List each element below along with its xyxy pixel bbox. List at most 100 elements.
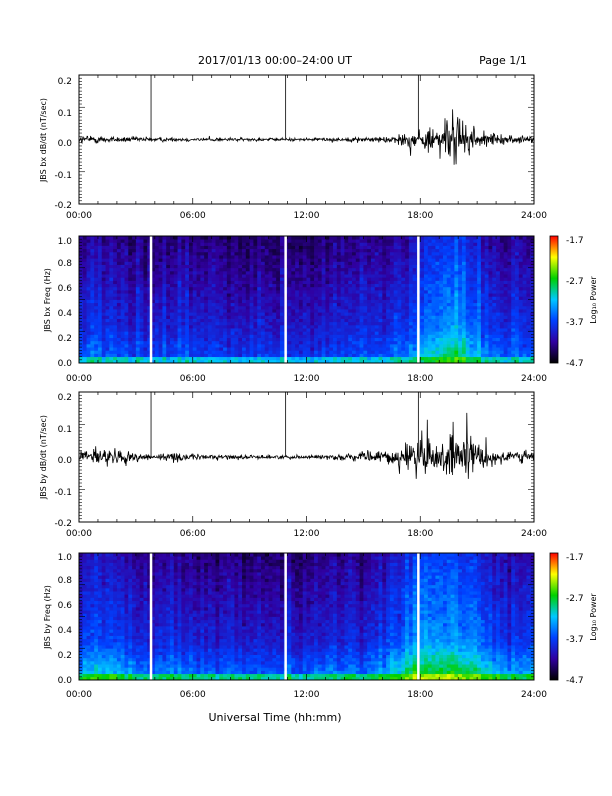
spectrogram-cell [466,271,470,275]
spectrogram-cell [500,249,504,253]
spectrogram-cell [466,300,470,304]
spectrogram-cell [435,334,439,338]
spectrogram-cell [307,306,311,310]
spectrogram-cell [386,331,390,335]
spectrogram-cell [477,296,481,300]
spectrogram-cell [329,296,333,300]
spectrogram-cell [155,274,159,278]
spectrogram-cell [299,277,303,281]
spectrogram-cell [257,239,261,243]
spectrogram-cell [162,280,166,284]
spectrogram-cell [261,268,265,272]
spectrogram-cell [420,236,424,240]
spectrogram-cell [269,284,273,288]
spectrogram-cell [87,353,91,357]
spectrogram-cell [310,338,314,342]
page-number: Page 1/1 [479,54,527,67]
spectrogram-cell [363,280,367,284]
spectrogram-cell [227,328,231,332]
spectrogram-cell [121,274,125,278]
spectrogram-cell [185,315,189,319]
spectrogram-cell [200,350,204,354]
spectrogram-cell [94,255,98,259]
spectrogram-cell [121,357,125,361]
spectrogram-cell [238,357,242,361]
spectrogram-cell [504,261,508,265]
spectrogram-cell [413,328,417,332]
spectrogram-cell [238,347,242,351]
spectrogram-cell [489,274,493,278]
spectrogram-cell [496,300,500,304]
spectrogram-cell [242,328,246,332]
spectrogram-cell [432,280,436,284]
spectrogram-cell [447,331,451,335]
spectrogram-cell [318,242,322,246]
spectrogram-cell [333,268,337,272]
spectrogram-cell [117,293,121,297]
spectrogram-cell [447,265,451,269]
spectrogram-cell [238,274,242,278]
spectrogram-cell [443,293,447,297]
spectrogram-cell [227,268,231,272]
spectrogram-cell [432,268,436,272]
spectrogram-cell [526,334,530,338]
spectrogram-cell [454,258,458,262]
spectrogram-cell [257,347,261,351]
spectrogram-cell [477,265,481,269]
spectrogram-cell [485,309,489,313]
spectrogram-cell [466,277,470,281]
spectrogram-cell [443,252,447,256]
spectrogram-cell [314,334,318,338]
spectrogram-cell [261,328,265,332]
spectrogram-cell [223,350,227,354]
spectrogram-cell [140,322,144,326]
spectrogram-cell [511,331,515,335]
spectrogram-cell [265,338,269,342]
spectrogram-cell [280,249,284,253]
spectrogram-cell [178,287,182,291]
spectrogram-cell [102,300,106,304]
spectrogram-cell [432,347,436,351]
spectrogram-cell [291,277,295,281]
spectrogram-cell [307,341,311,345]
spectrogram-cell [162,303,166,307]
spectrogram-cell [371,306,375,310]
spectrogram-cell [234,300,238,304]
spectrogram-cell [348,242,352,246]
spectrogram-cell [454,265,458,269]
spectrogram-cell [246,341,250,345]
spectrogram-cell [420,293,424,297]
spectrogram-cell [379,306,383,310]
spectrogram-cell [231,309,235,313]
spectrogram-cell [87,338,91,342]
spectrogram-cell [489,252,493,256]
spectrogram-cell [102,236,106,240]
spectrogram-cell [246,322,250,326]
spectrogram-cell [500,284,504,288]
bx-waveform-panel: 00:00 06:00 12:00 18:00 24:00 0.2 0.1 0.… [39,75,547,221]
spectrogram-cell [398,357,402,361]
spectrogram-cell [216,315,220,319]
spectrogram-cell [356,347,360,351]
spectrogram-cell [398,309,402,313]
spectrogram-cell [280,293,284,297]
spectrogram-cell [212,249,216,253]
spectrogram-cell [128,242,132,246]
spectrogram-cell [329,344,333,348]
spectrogram-cell [443,261,447,265]
spectrogram-cell [265,357,269,361]
spectrogram-cell [322,325,326,329]
spectrogram-cell [375,347,379,351]
spectrogram-cell [523,255,527,259]
spectrogram-cell [466,306,470,310]
spectrogram-cell [507,271,511,275]
spectrogram-cell [83,319,87,323]
spectrogram-cell [280,242,284,246]
spectrogram-cell [432,319,436,323]
spectrogram-cell [216,265,220,269]
spectrogram-cell [318,280,322,284]
spectrogram-cell [454,353,458,357]
spectrogram-cell [261,290,265,294]
spectrogram-cell [405,344,409,348]
spectrogram-cell [382,331,386,335]
